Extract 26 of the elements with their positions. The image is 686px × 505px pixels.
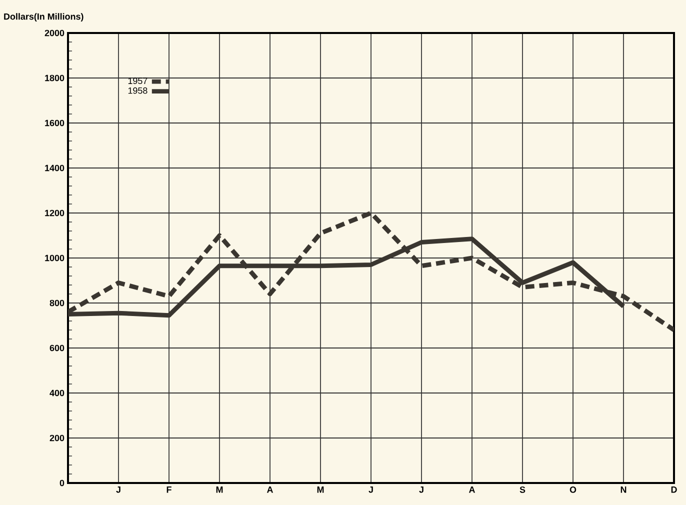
y-tick-label: 1200	[45, 210, 64, 216]
x-tick-label: F	[166, 486, 172, 493]
y-tick-label: 800	[50, 300, 64, 306]
y-tick-label: 0	[60, 480, 64, 486]
y-axis-title: Dollars(In Millions)	[4, 13, 84, 22]
legend-label: 1958	[128, 87, 148, 94]
y-tick-label: 400	[50, 390, 64, 396]
y-tick-label: 1800	[45, 74, 64, 82]
x-tick-label: M	[216, 486, 223, 493]
x-tick-label: M	[317, 486, 324, 493]
x-tick-label: N	[620, 486, 626, 493]
y-tick-label: 1600	[45, 120, 64, 126]
x-tick-label: S	[520, 486, 526, 493]
x-tick-label: A	[468, 486, 475, 493]
y-tick-label: 200	[50, 434, 64, 442]
x-tick-label: J	[368, 486, 373, 493]
x-tick-label: O	[570, 486, 576, 493]
y-tick-label: 1000	[45, 254, 64, 262]
legend-label: 1957	[128, 78, 148, 84]
y-tick-label: 1400	[45, 164, 64, 172]
y-tick-label: 600	[50, 344, 64, 352]
x-tick-label: D	[671, 486, 677, 493]
x-tick-label: A	[266, 486, 273, 493]
x-tick-label: J	[116, 486, 120, 493]
y-tick-label: 2000	[44, 30, 64, 36]
x-tick-label: J	[419, 486, 424, 493]
